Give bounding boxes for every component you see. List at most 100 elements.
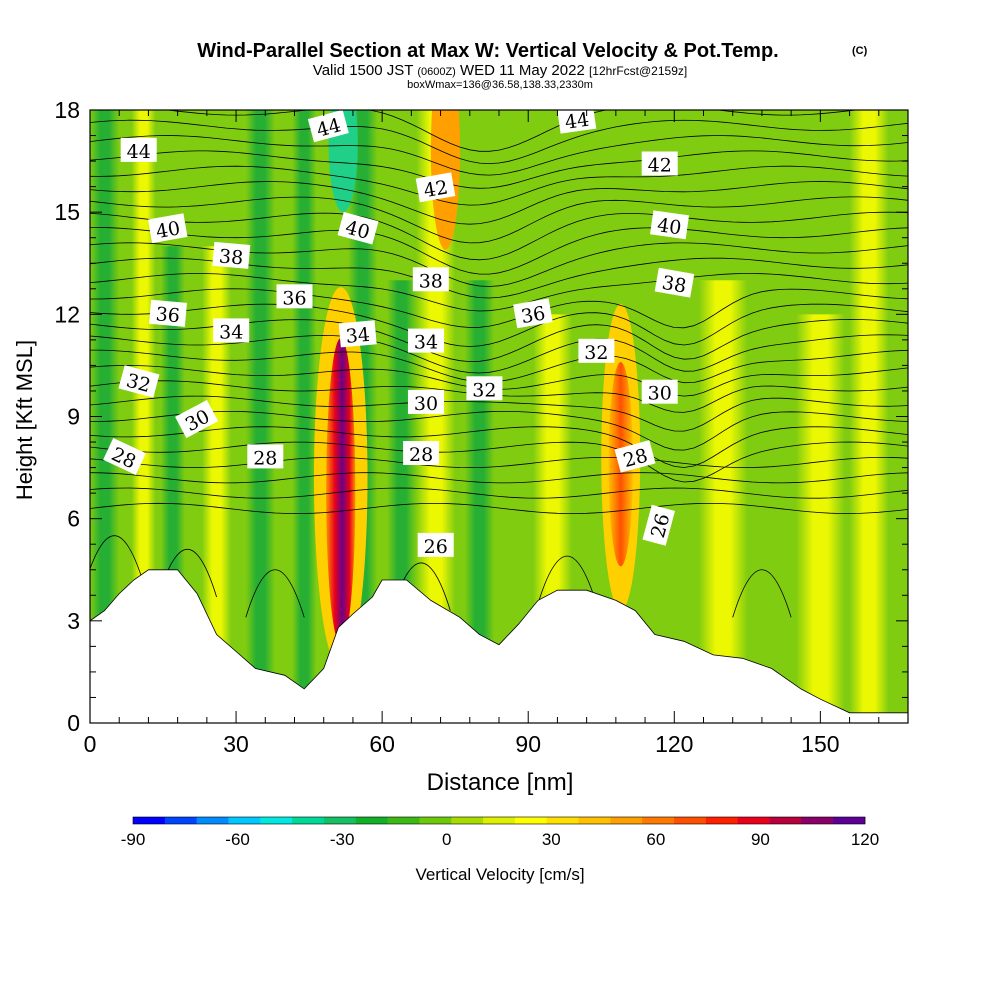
- contour-label-text: 36: [519, 302, 547, 328]
- contour-label: 34: [338, 320, 377, 348]
- colorbar: -90 -60 -30 0 30 60 90 120: [121, 816, 879, 849]
- contour-label: 36: [149, 299, 187, 327]
- contour-label-box: [103, 438, 146, 475]
- x-tick-label: 150: [801, 731, 839, 757]
- updraft-core: [326, 338, 356, 645]
- colorbar-swatch: [260, 817, 293, 824]
- theta-contour-loop: [537, 556, 597, 604]
- contour-label: 28: [403, 441, 440, 466]
- colorbar-swatch: [801, 817, 834, 824]
- colorbar-swatch: [642, 817, 675, 824]
- colorbar-swatch: [514, 817, 548, 824]
- contour-label-box: [415, 172, 456, 203]
- y-tick-label: 6: [67, 506, 80, 532]
- colorbar-swatch: [483, 817, 516, 824]
- x-tick-label: 30: [223, 731, 249, 757]
- colorbar-swatch: [228, 817, 261, 824]
- contour-label-text: 42: [648, 155, 672, 177]
- colorbar-swatch: [546, 817, 579, 824]
- contour-label: 36: [276, 284, 313, 309]
- theta-contour-line: [90, 426, 908, 468]
- chart-title: Wind-Parallel Section at Max W: Vertical…: [197, 40, 778, 62]
- theta-contour-line: [90, 150, 908, 189]
- contour-label-text: 32: [472, 379, 496, 401]
- colorbar-tick-label: 90: [751, 830, 770, 849]
- terrain-mask: [90, 569, 908, 723]
- theta-contour-line: [90, 456, 908, 469]
- contour-label-box: [641, 151, 678, 176]
- theta-contour-line: [90, 181, 908, 225]
- contour-label-text: 34: [219, 321, 243, 343]
- x-axis-label: Distance [nm]: [427, 769, 574, 796]
- contour-label: 36: [513, 298, 553, 329]
- contour-label-box: [642, 504, 675, 546]
- theta-contour-line: [90, 472, 908, 484]
- contour-label: 38: [412, 267, 449, 292]
- x-tick-label: 90: [515, 731, 541, 757]
- contour-label-box: [417, 532, 454, 557]
- theta-contours: [90, 110, 908, 618]
- colorbar-swatch: [164, 817, 197, 824]
- copyright-mark: (C): [852, 45, 868, 57]
- y-tick-label: 3: [67, 608, 80, 634]
- theta-contour-line: [164, 110, 860, 152]
- x-tick-label: 0: [84, 731, 97, 757]
- contour-label: 32: [466, 376, 503, 401]
- contour-label-box: [466, 376, 503, 401]
- valid-utc: (0600Z): [417, 66, 456, 78]
- contour-label-box: [650, 210, 690, 240]
- colorbar-tick-label: 30: [542, 830, 561, 849]
- colorbar-swatch: [355, 817, 388, 824]
- contour-label: 26: [417, 532, 454, 558]
- w-band-13: [849, 110, 889, 723]
- contour-label: 38: [654, 267, 695, 298]
- contour-label-text: 26: [424, 536, 448, 558]
- contour-label-box: [213, 318, 250, 343]
- x-tick-label: 120: [655, 731, 693, 757]
- contour-label-box: [578, 338, 615, 363]
- contour-label-box: [276, 284, 313, 309]
- colorbar-swatch: [292, 817, 325, 824]
- contour-label-text: 34: [345, 324, 371, 348]
- theta-contour-line: [90, 273, 908, 312]
- y-axis-label: Height [Kft MSL]: [12, 340, 37, 500]
- colorbar-swatch: [323, 817, 357, 824]
- colorbar-tick-label: -30: [330, 830, 355, 849]
- theta-contour-loop: [90, 535, 144, 584]
- contour-label: 38: [212, 241, 251, 269]
- colorbar-tick-label: 0: [442, 830, 451, 849]
- theta-contour-line: [90, 411, 908, 451]
- contour-label: 34: [408, 328, 444, 354]
- theta-contour-line: [90, 135, 908, 176]
- colorbar-swatch: [419, 817, 452, 824]
- contour-label-text: 28: [409, 444, 433, 466]
- contour-label-text: 28: [253, 447, 277, 469]
- theta-contour-line: [90, 165, 908, 206]
- y-tick-label: 0: [67, 710, 80, 736]
- contour-label: 42: [641, 151, 678, 177]
- theta-contour-line: [90, 196, 908, 244]
- contour-label-box: [513, 298, 553, 329]
- y-tick-label: 15: [54, 199, 80, 225]
- contour-label: 30: [641, 379, 678, 405]
- contour-label-box: [175, 399, 219, 439]
- contour-label: 40: [147, 213, 188, 244]
- w-band-12: [796, 314, 845, 723]
- colorbar-swatch: [705, 817, 738, 824]
- contour-label-box: [614, 440, 656, 473]
- contour-label-box: [307, 110, 349, 143]
- contour-label-box: [338, 320, 377, 348]
- theta-contour-line: [90, 227, 908, 275]
- contour-label-text: 30: [414, 393, 438, 415]
- theta-contour-line: [90, 334, 908, 374]
- contour-label-box: [118, 365, 160, 398]
- contour-label: 32: [578, 338, 615, 364]
- theta-contour-line: [90, 288, 908, 329]
- colorbar-swatch: [769, 817, 802, 824]
- colorbar-swatch: [133, 817, 166, 824]
- contour-label-box: [337, 211, 379, 245]
- contour-label-text: 38: [419, 270, 443, 292]
- contour-label-text: 30: [648, 383, 672, 405]
